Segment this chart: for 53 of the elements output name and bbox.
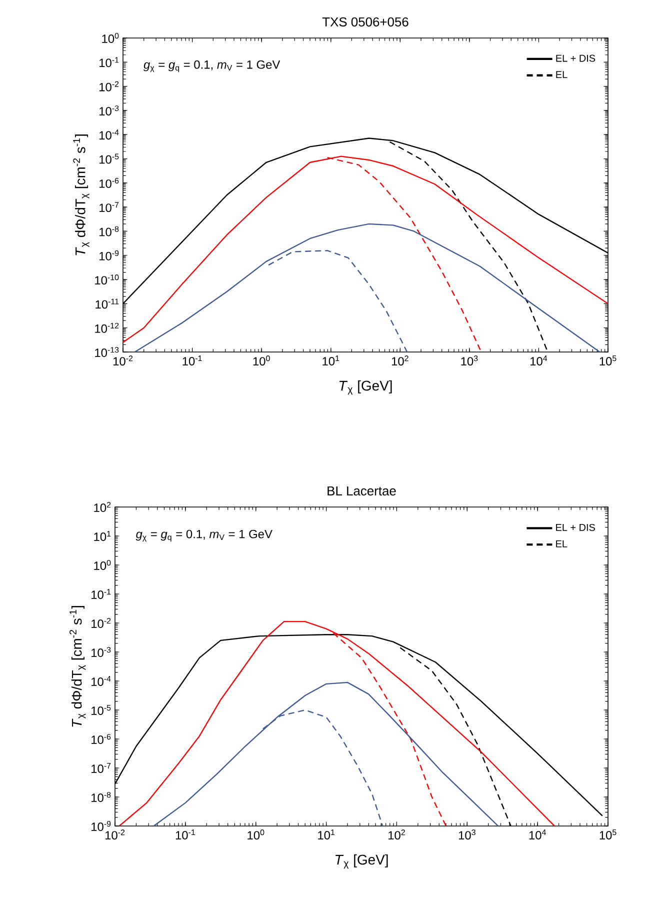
x-axis-title: T$_{χ}$ [GeV]: [340, 380, 392, 395]
y-tick-label: 10$^{-13}$: [95, 346, 119, 357]
y-tick-label: 10$^{-5}$: [100, 154, 119, 164]
y-tick-label: 10$^{-3}$: [100, 105, 119, 116]
y-tick-label: 10$^{1}$: [94, 531, 111, 541]
x-tick-label: 10$^{-2}$: [113, 356, 133, 366]
y-tick-label: 10$^{0}$: [94, 560, 111, 570]
legend-label: EL + DIS: [556, 54, 596, 62]
x-tick-label: 10$^{1}$: [322, 356, 340, 366]
x-tick-label: 10$^{2}$: [392, 356, 408, 366]
x-tick-label: 10$^{5}$: [600, 830, 616, 840]
y-tick-label: 10$^{0}$: [102, 32, 119, 43]
x-axis-title: T$_{χ}$ [GeV]: [336, 854, 388, 869]
y-tick-label: 10$^{2}$: [94, 502, 111, 512]
chart-title: TXS 0506+056: [322, 17, 408, 26]
y-tick-label: 10$^{-3}$: [92, 646, 111, 658]
y-tick-label: 10$^{-2}$: [100, 81, 119, 92]
chart-title: BL Lacertae: [328, 486, 396, 496]
y-tick-label: 10$^{-7}$: [92, 763, 111, 773]
y-tick-label: 10$^{-1}$: [92, 589, 111, 599]
x-tick-label: 10$^{4}$: [530, 356, 548, 366]
x-tick-label: 10$^{0}$: [253, 356, 270, 366]
y-tick-label: 10$^{-8}$: [100, 226, 119, 236]
x-tick-label: 10$^{-1}$: [182, 356, 202, 366]
x-tick-label: 10$^{-1}$: [176, 830, 195, 840]
y-tick-label: 10$^{-6}$: [100, 178, 119, 188]
x-tick-label: 10$^{4}$: [529, 830, 546, 840]
y-tick-label: 10$^{-9}$: [100, 250, 119, 260]
y-tick-label: 10$^{-4}$: [92, 676, 111, 686]
y-tick-label: 10$^{-11}$: [96, 298, 119, 309]
y-tick-label: 10$^{-10}$: [95, 274, 119, 285]
x-tick-label: 10$^{2}$: [388, 830, 405, 840]
text: T$_{χ}$ dΦ/dT$_{χ}$ [cm$^{-2}$ s$^{-1}$]: [73, 134, 90, 256]
y-tick-label: 10$^{-6}$: [92, 734, 111, 744]
y-tick-label: 10$^{-12}$: [95, 322, 119, 333]
legend-label: EL: [556, 71, 568, 78]
x-tick-label: 10$^{3}$: [461, 356, 478, 366]
y-tick-label: 10$^{-4}$: [100, 130, 119, 140]
text: g$_{χ}$ = g$_{q}$ = 0.1, m$_{V}$ = 1 GeV: [136, 530, 272, 542]
x-tick-label: 10$^{1}$: [318, 830, 335, 840]
y-tick-label: 10$^{-2}$: [92, 618, 111, 628]
text: T$_{χ}$ dΦ/dT$_{χ}$ [cm$^{-2}$ s$^{-1}$]: [70, 606, 86, 727]
y-tick-label: 10$^{-8}$: [92, 792, 111, 802]
x-tick-label: 10$^{5}$: [600, 356, 616, 366]
y-tick-label: 10$^{-9}$: [92, 820, 111, 832]
x-tick-label: 10$^{3}$: [458, 830, 476, 840]
x-tick-label: 10$^{0}$: [248, 830, 264, 840]
y-tick-label: 10$^{-1}$: [100, 57, 119, 68]
legend-label: EL: [556, 540, 568, 548]
y-tick-label: 10$^{-5}$: [92, 705, 111, 715]
text: g$_{χ}$ = g$_{q}$ = 0.1, m$_{V}$ = 1 GeV: [144, 60, 280, 72]
legend-label: EL + DIS: [556, 524, 595, 531]
y-tick-label: 10$^{-7}$: [100, 202, 119, 212]
